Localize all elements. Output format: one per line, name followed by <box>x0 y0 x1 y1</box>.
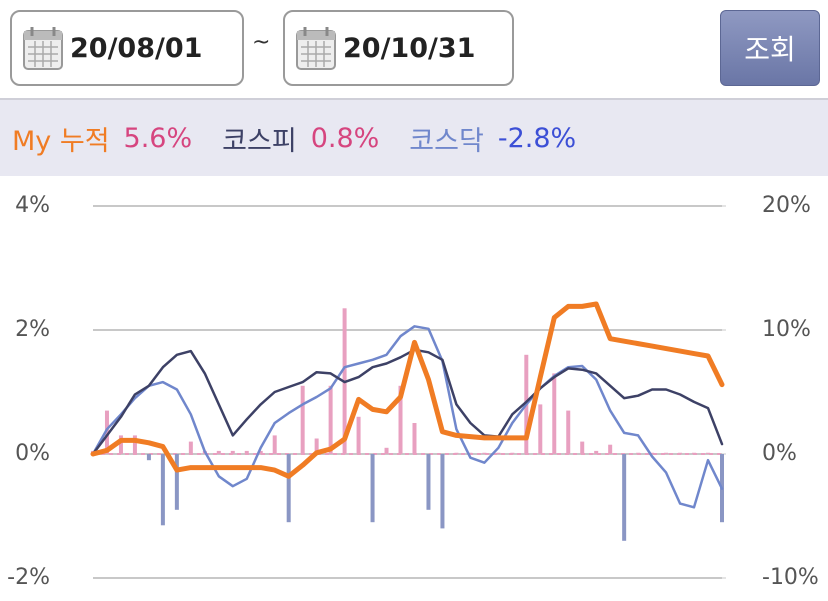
bar <box>706 452 711 454</box>
bar <box>286 454 291 523</box>
date-separator: ~ <box>252 30 271 55</box>
y2-tick-label: 0% <box>762 441 797 466</box>
series-name: My 누적 <box>12 125 110 157</box>
bar <box>328 385 333 454</box>
bar <box>300 385 305 454</box>
chart: -2% 0% 2% 4% -10% 0% 10% 20% <box>7 193 819 590</box>
bar <box>314 438 319 454</box>
y-tick-label: -2% <box>7 565 50 590</box>
bar <box>216 450 221 454</box>
bar <box>230 450 235 454</box>
start-date-field[interactable]: 20/08/01 <box>10 10 244 86</box>
bar <box>132 435 137 454</box>
bar <box>384 447 389 454</box>
bar <box>608 444 613 454</box>
series-total: 0.8% <box>310 122 380 154</box>
bar <box>104 410 109 454</box>
end-date: 20/10/31 <box>343 32 476 64</box>
bar <box>664 452 669 454</box>
bar <box>538 404 543 454</box>
y-tick-label: 4% <box>15 193 50 218</box>
bar <box>636 452 641 454</box>
bar <box>356 416 361 454</box>
start-date: 20/08/01 <box>70 32 203 64</box>
bar <box>146 454 151 461</box>
bar <box>678 452 683 454</box>
bar <box>160 454 165 526</box>
series-name: 코스피 <box>222 125 297 157</box>
end-date-field[interactable]: 20/10/31 <box>283 10 514 86</box>
search-button[interactable]: 조회 <box>720 10 820 86</box>
bar <box>482 452 487 454</box>
bar <box>258 450 263 454</box>
bar <box>496 452 501 454</box>
y2-tick-label: 10% <box>762 317 811 342</box>
bar <box>118 435 123 454</box>
series-line <box>90 301 725 479</box>
bar <box>692 452 697 454</box>
bar <box>552 373 557 454</box>
bar <box>566 410 571 454</box>
y-tick-label: 0% <box>15 441 50 466</box>
calendar-icon <box>296 27 336 70</box>
bar <box>510 452 515 454</box>
bar <box>272 435 277 454</box>
series-total: -2.8% <box>497 122 577 154</box>
summary-bar: My 누적 5.6% 코스피 0.8% 코스닥 -2.8% <box>0 98 828 176</box>
series-name: 코스닥 <box>409 125 484 157</box>
series-total: 5.6% <box>123 122 193 154</box>
y2-tick-label: 20% <box>762 193 811 218</box>
bar <box>580 441 585 454</box>
bar <box>188 441 193 454</box>
bar <box>426 454 431 510</box>
bar <box>440 454 445 529</box>
y-tick-label: 2% <box>15 317 50 342</box>
bar <box>244 450 249 454</box>
bar <box>454 452 459 454</box>
series-line <box>91 348 724 456</box>
bar <box>412 423 417 454</box>
bar <box>468 452 473 454</box>
series-line <box>91 325 724 509</box>
bar <box>622 454 627 541</box>
bar <box>174 454 179 510</box>
calendar-icon <box>23 27 63 70</box>
bar <box>650 452 655 454</box>
bar <box>594 450 599 454</box>
bar <box>398 385 403 454</box>
y2-tick-label: -10% <box>762 565 819 590</box>
bar <box>370 454 375 523</box>
